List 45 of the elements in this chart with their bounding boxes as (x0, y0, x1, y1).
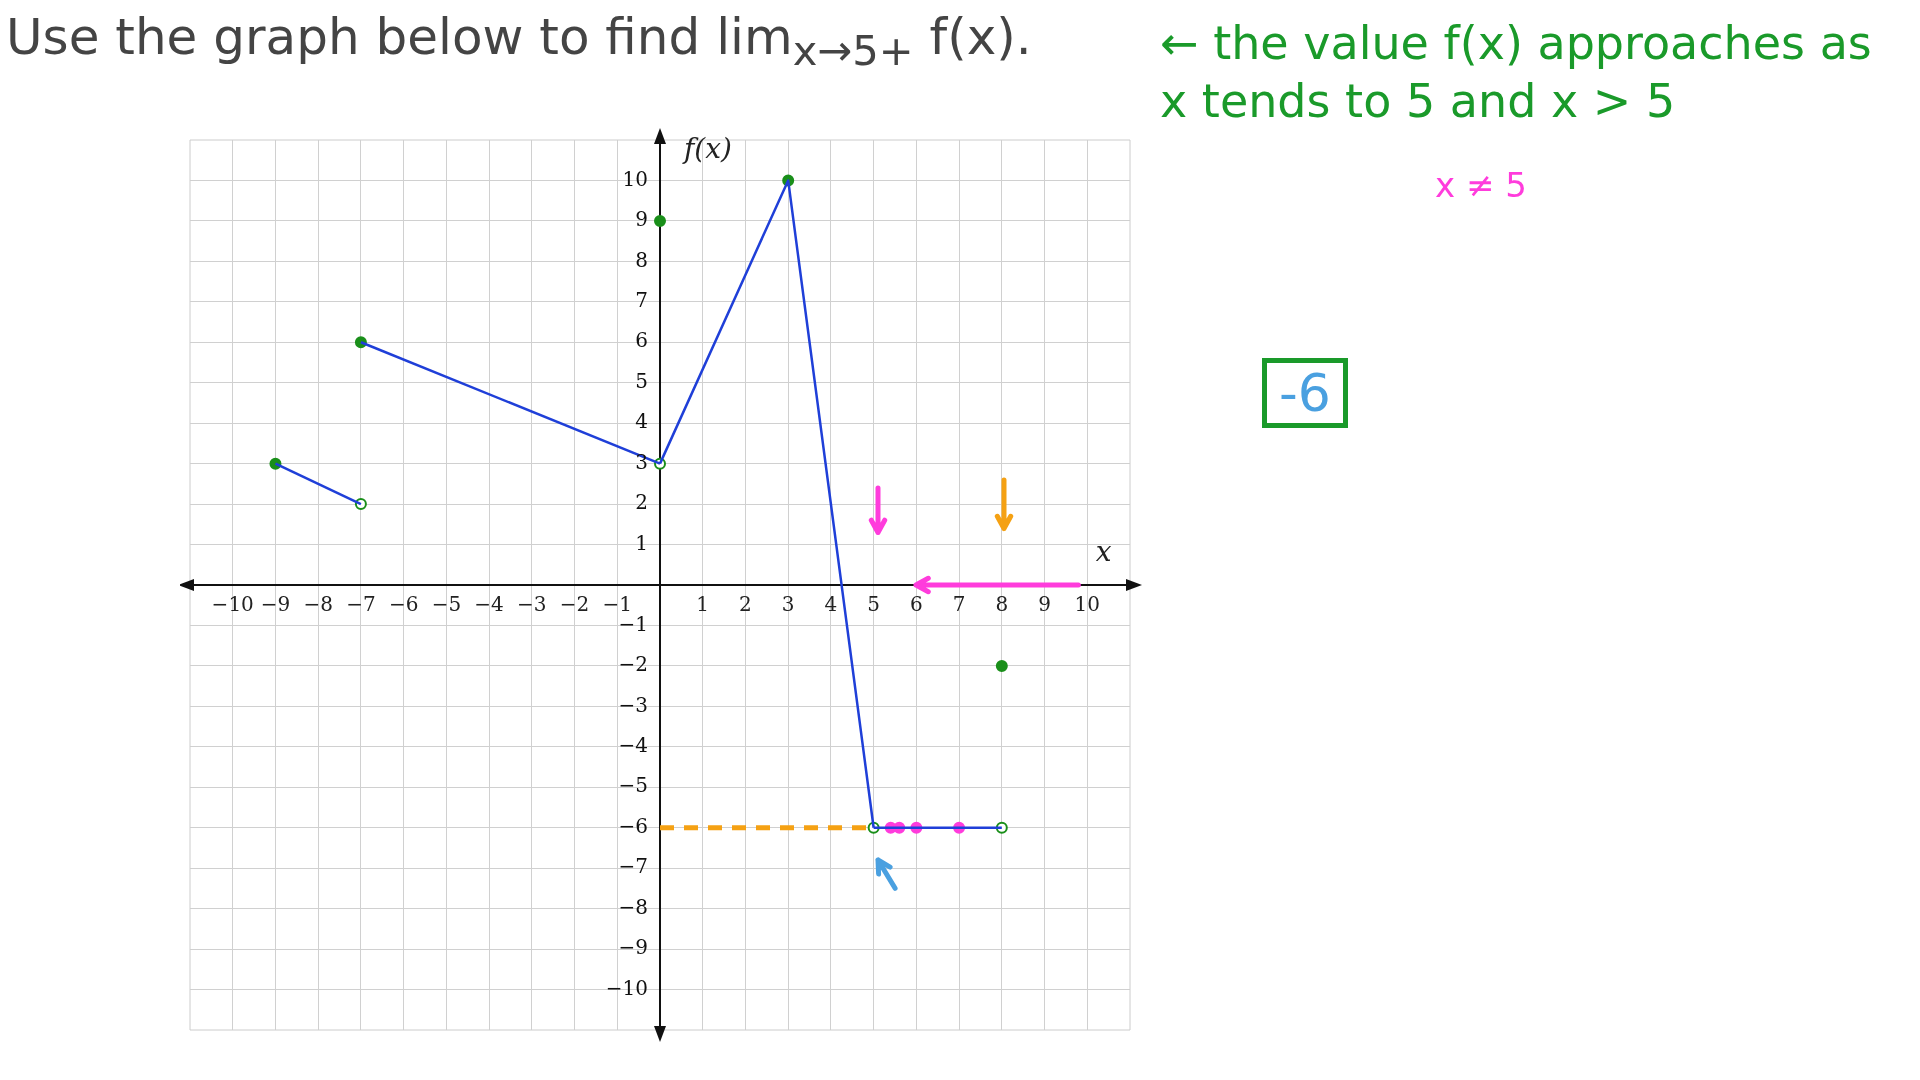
x-tick-label: −6 (388, 592, 419, 617)
y-tick-label: −6 (618, 813, 648, 838)
x-tick-label: 5 (867, 592, 880, 617)
text: -6 (1262, 358, 1348, 428)
y-tick-label: −7 (618, 854, 648, 879)
y-tick-label: 7 (635, 288, 648, 313)
x-tick-label: 8 (995, 592, 1009, 617)
y-tick-label: 3 (635, 449, 648, 474)
x-tick-label: −7 (346, 592, 376, 617)
y-tick-label: −4 (618, 733, 648, 758)
y-tick-label: 4 (635, 409, 648, 434)
x-tick-label: 6 (910, 592, 923, 617)
x-tick-label: −10 (211, 592, 254, 617)
text: x ≠ 5 (1435, 165, 1527, 205)
x-tick-label: −4 (474, 592, 504, 617)
y-tick-label: 1 (635, 530, 648, 555)
y-tick-label: −8 (618, 894, 648, 919)
x-tick-label: −3 (517, 592, 547, 617)
x-tick-label: 3 (781, 592, 795, 617)
y-tick-label: 6 (635, 328, 648, 353)
y-tick-label: −2 (618, 652, 648, 677)
x-tick-label: 1 (696, 592, 710, 617)
y-tick-label: −10 (605, 975, 648, 1000)
x-tick-label: −2 (559, 592, 590, 617)
y-tick-label: 10 (622, 166, 648, 191)
x-tick-label: 4 (824, 592, 838, 617)
x-tick-label: 10 (1074, 592, 1100, 617)
x-tick-label: 2 (739, 592, 752, 617)
y-tick-label: −1 (618, 611, 648, 636)
text: ← the value f(x) approaches as x tends to 5 and x > 5 (1160, 15, 1873, 130)
x-tick-label: −5 (431, 592, 462, 617)
x-tick-label: 9 (1038, 592, 1051, 617)
y-tick-label: −5 (618, 773, 648, 798)
x-axis-title: x (1095, 535, 1112, 568)
y-axis-title: f(x) (684, 132, 733, 165)
y-tick-label: −9 (618, 935, 648, 960)
x-tick-label: 7 (952, 592, 966, 617)
y-tick-label: 2 (635, 490, 648, 515)
y-tick-label: 8 (635, 247, 648, 272)
chart-title: Use the graph below to find lim$_{x→5+}$ f(x). (6, 8, 1032, 75)
y-tick-label: −3 (618, 692, 648, 717)
x-tick-label: −8 (303, 592, 333, 617)
y-tick-label: 9 (635, 207, 648, 232)
y-tick-label: 5 (635, 368, 648, 393)
x-tick-label: −9 (260, 592, 291, 617)
